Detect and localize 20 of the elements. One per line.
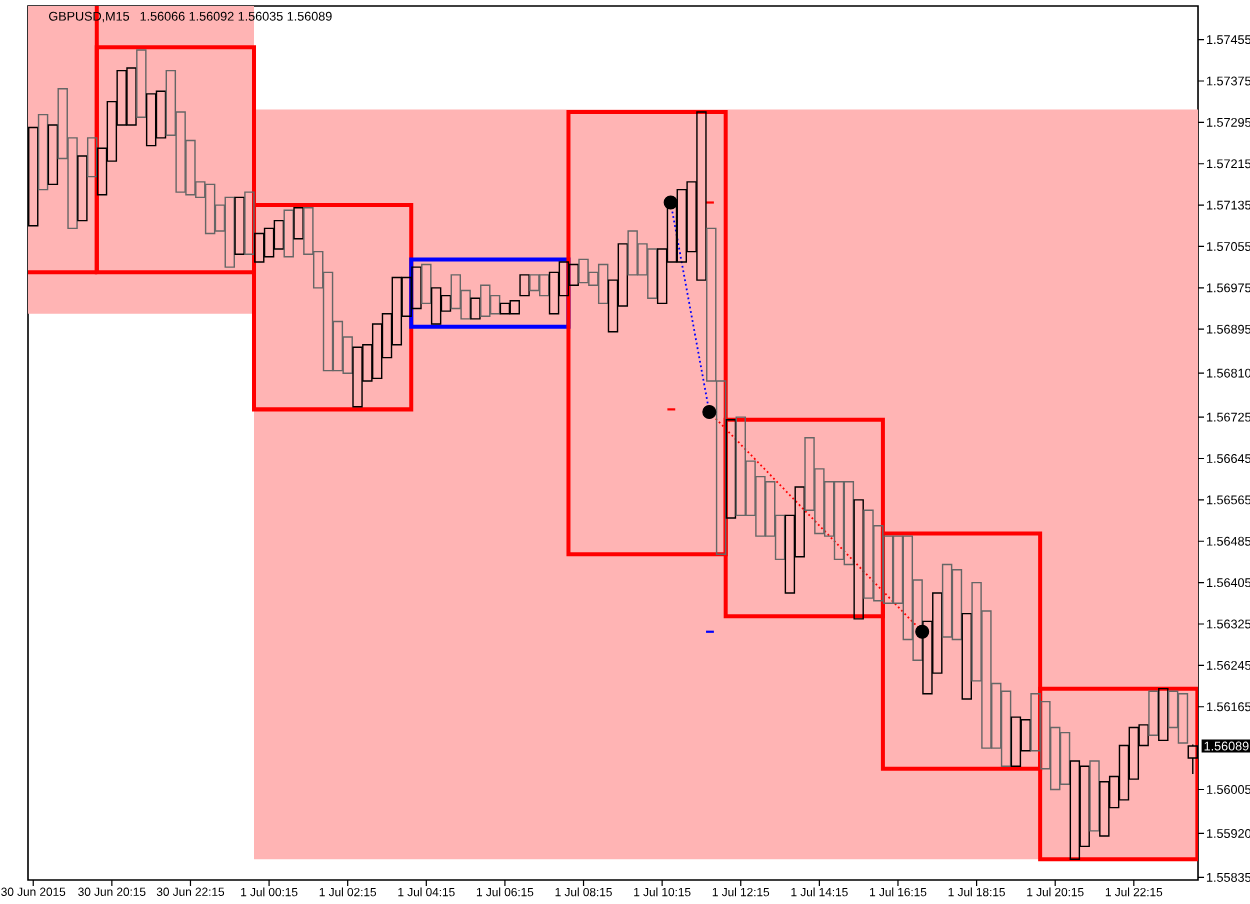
candlestick: [37, 113, 49, 191]
candlestick: [725, 419, 737, 519]
candlestick: [1148, 690, 1159, 736]
candlestick: [519, 274, 530, 297]
candlestick: [86, 137, 98, 178]
candlestick: [47, 124, 59, 186]
candlestick: [1010, 716, 1022, 767]
candlestick: [293, 206, 304, 240]
candlestick: [853, 499, 864, 620]
candlestick: [77, 155, 88, 222]
point: [915, 624, 930, 639]
candlestick: [234, 196, 245, 255]
point: [663, 195, 678, 210]
candlestick: [421, 263, 432, 305]
candlestick: [1158, 687, 1169, 742]
candlestick: [1089, 760, 1100, 832]
candlestick: [244, 191, 255, 255]
point: [702, 404, 717, 419]
candlestick: [470, 297, 481, 320]
candlestick: [136, 49, 147, 118]
